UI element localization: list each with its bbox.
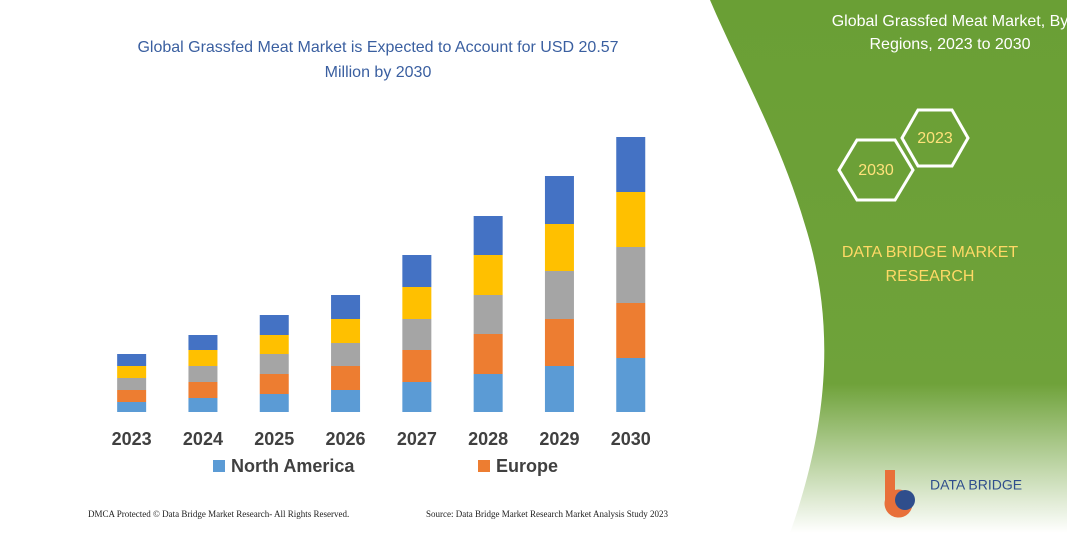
bar-segment <box>544 271 574 319</box>
hexagon-label: 2023 <box>917 130 953 147</box>
bar-segment <box>117 402 147 412</box>
bar-segment <box>402 350 432 382</box>
bar-segment <box>473 295 503 334</box>
bar-segment <box>402 255 432 287</box>
side-panel <box>710 0 1067 533</box>
bar-segment <box>616 192 646 247</box>
x-tick-label: 2025 <box>254 429 294 449</box>
bar-segment <box>259 394 289 412</box>
logo: DATA BRIDGE <box>884 470 1022 518</box>
x-tick-label: 2030 <box>611 429 651 449</box>
bar-segment <box>402 382 432 412</box>
bar-segment <box>473 374 503 412</box>
bar-segment <box>188 335 218 350</box>
legend-swatch <box>478 460 490 472</box>
bar-segment <box>117 366 147 378</box>
bar-segment <box>544 176 574 224</box>
legend-label: North America <box>231 456 355 476</box>
bar-segment <box>331 295 361 319</box>
bar-segment <box>402 319 432 350</box>
bar-segment <box>117 378 147 390</box>
x-tick-label: 2029 <box>539 429 579 449</box>
brand-line-1: DATA BRIDGE MARKET <box>842 244 1019 261</box>
bar-segment <box>188 366 218 382</box>
bar-segment <box>259 374 289 394</box>
panel-title-1: Global Grassfed Meat Market, By <box>832 13 1067 30</box>
x-tick-label: 2027 <box>397 429 437 449</box>
chart: 2023 2024 2025 2026 2027 2028 2029 2030 North Am… <box>112 137 651 476</box>
legend-swatch <box>213 460 225 472</box>
x-tick-label: 2026 <box>326 429 366 449</box>
bar-segment <box>616 303 646 358</box>
hexagon-label: 2030 <box>858 162 894 179</box>
x-tick-label: 2023 <box>112 429 152 449</box>
bar-segment <box>544 366 574 412</box>
bar-segment <box>331 343 361 366</box>
x-tick-label: 2024 <box>183 429 223 449</box>
bar-segment <box>616 358 646 412</box>
bar-segment <box>544 224 574 271</box>
x-tick-label: 2028 <box>468 429 508 449</box>
chart-title-1: Global Grassfed Meat Market is Expected … <box>137 39 618 56</box>
logo-text: DATA BRIDGE <box>930 477 1022 493</box>
bar-segment <box>331 366 361 390</box>
bar-segment <box>473 216 503 255</box>
logo-mark <box>895 490 915 510</box>
hexagon <box>900 108 970 168</box>
hexagon <box>837 138 915 202</box>
bar-segment <box>473 334 503 374</box>
bar-segment <box>259 335 289 354</box>
bar-segment <box>188 350 218 366</box>
bar-segment <box>331 390 361 412</box>
bar-segment <box>259 354 289 374</box>
bar-segment <box>544 319 574 366</box>
panel-title-2: Regions, 2023 to 2030 <box>869 36 1030 53</box>
footer-left: DMCA Protected © Data Bridge Market Rese… <box>88 509 349 519</box>
bar-segment <box>331 319 361 343</box>
bar-segment <box>616 247 646 303</box>
legend-label: Europe <box>496 456 558 476</box>
footer-right: Source: Data Bridge Market Research Mark… <box>426 509 668 519</box>
bar-segment <box>616 137 646 192</box>
bar-segment <box>117 354 147 366</box>
bar-segment <box>117 390 147 402</box>
bar-segment <box>402 287 432 319</box>
bar-segment <box>188 382 218 398</box>
chart-title-2: Million by 2030 <box>325 64 432 81</box>
brand-line-2: RESEARCH <box>886 268 975 285</box>
bar-segment <box>259 315 289 335</box>
bar-segment <box>188 398 218 412</box>
bar-segment <box>473 255 503 295</box>
